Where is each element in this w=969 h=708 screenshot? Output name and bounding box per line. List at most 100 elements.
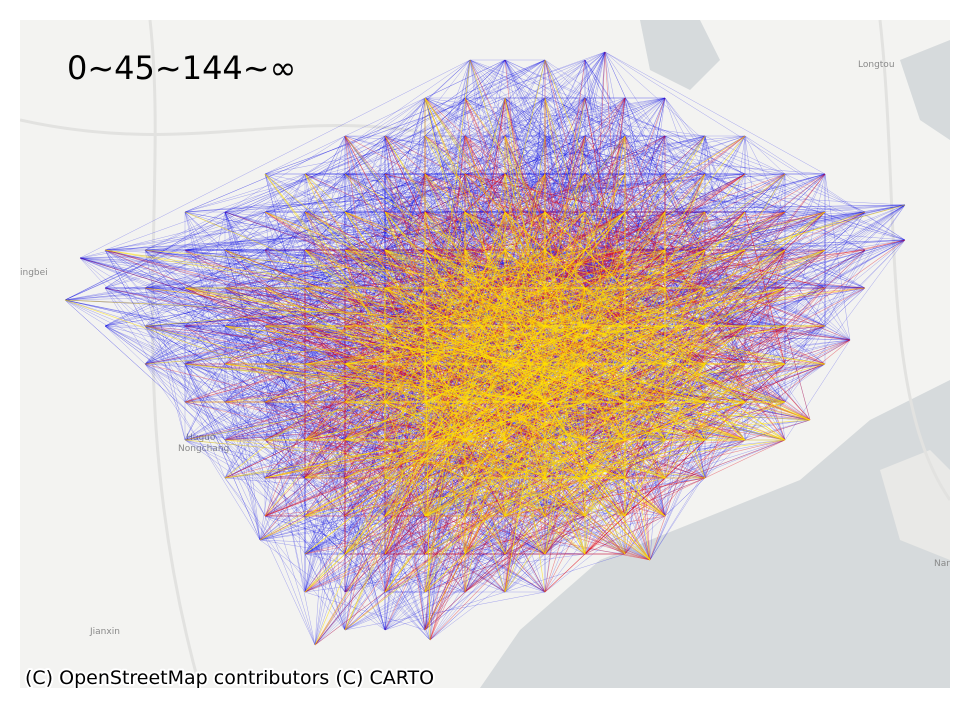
flow-line [184, 325, 306, 365]
flow-line [504, 477, 546, 593]
flow-line [469, 59, 786, 175]
flow-line [604, 51, 746, 365]
flow-line [184, 401, 506, 593]
flow-line [624, 204, 906, 365]
flow-line [384, 515, 426, 555]
flow-line [224, 477, 346, 631]
flow-line [664, 97, 786, 251]
flow-line [184, 249, 346, 365]
flow-line [144, 59, 471, 365]
flow-line [314, 401, 506, 646]
flow-line [304, 97, 426, 289]
flow-line [264, 211, 306, 327]
flow-line [64, 173, 346, 301]
flow-line [184, 173, 306, 213]
flow-line [584, 135, 706, 289]
flow-line [304, 363, 546, 555]
flow-line [544, 363, 626, 555]
flow-line [264, 363, 426, 631]
flow-line [304, 477, 346, 517]
flow-line [544, 515, 651, 561]
flow-line [79, 257, 346, 289]
flow-line [664, 173, 786, 251]
flow-line [184, 135, 466, 289]
flow-line [464, 363, 546, 403]
flow-line [424, 287, 506, 403]
flow-line [264, 401, 316, 646]
flow-line [264, 287, 306, 479]
flow-line [64, 299, 386, 365]
flow-line [184, 173, 426, 289]
flow-line [424, 515, 546, 593]
flow-line [704, 363, 786, 479]
flow-line [504, 249, 651, 561]
flow-line [224, 135, 586, 327]
flow-line [304, 401, 506, 517]
flow-line [504, 135, 666, 175]
flow-line [184, 211, 266, 403]
flow-line [314, 477, 346, 646]
flow-line [144, 287, 306, 327]
flow-line [264, 287, 346, 479]
flow-line [384, 59, 471, 441]
flow-line [744, 249, 786, 365]
flow-line [104, 173, 386, 327]
flow-line [264, 401, 386, 593]
flow-line [384, 439, 466, 555]
flow-line [144, 249, 186, 441]
flow-line [464, 135, 586, 289]
flow-line [384, 211, 426, 251]
flow-line [784, 173, 826, 365]
flow-line [584, 325, 706, 517]
flow-line [184, 211, 506, 251]
flow-line [744, 211, 866, 403]
flow-line [264, 401, 666, 479]
flow-line [64, 211, 266, 301]
flow-line [64, 249, 426, 301]
flow-line [649, 287, 826, 561]
flow-line [424, 401, 651, 561]
flow-line [744, 249, 866, 441]
flow-line [304, 515, 506, 593]
flow-line [584, 135, 906, 241]
flow-line [384, 439, 426, 593]
flow-line [264, 211, 426, 251]
flow-line [544, 249, 746, 289]
flow-line [464, 515, 546, 555]
flow-line [344, 439, 426, 555]
flow-line [79, 257, 386, 517]
flow-line [504, 97, 546, 137]
flow-line [664, 363, 706, 403]
flow-line [584, 173, 786, 289]
flow-line [544, 97, 666, 251]
flow-line [584, 249, 626, 327]
flow-line [304, 591, 426, 631]
flow-line [304, 173, 586, 251]
flow-line [424, 477, 546, 517]
flow-line [224, 401, 346, 593]
flow-line [304, 477, 426, 555]
flow-line [304, 59, 506, 251]
flow-line [144, 59, 471, 289]
flow-line [79, 211, 266, 259]
flow-line [384, 477, 666, 631]
flow-line [384, 553, 426, 593]
flow-line [544, 97, 586, 327]
flow-line [784, 249, 851, 341]
flow-line [144, 325, 346, 517]
flow-line [304, 135, 346, 327]
flow-line [104, 325, 146, 365]
flow-line [224, 211, 306, 403]
flow-line [144, 287, 226, 479]
flow-line [224, 287, 306, 479]
flow-line [224, 325, 261, 541]
water [900, 40, 950, 140]
flow-line [664, 401, 706, 479]
flow-line [304, 439, 346, 631]
flow-line [184, 363, 316, 646]
flow-line [264, 249, 431, 641]
flow-line [344, 173, 386, 251]
flow-line [664, 173, 706, 213]
flow-line [544, 135, 786, 175]
flow-line [104, 325, 506, 593]
